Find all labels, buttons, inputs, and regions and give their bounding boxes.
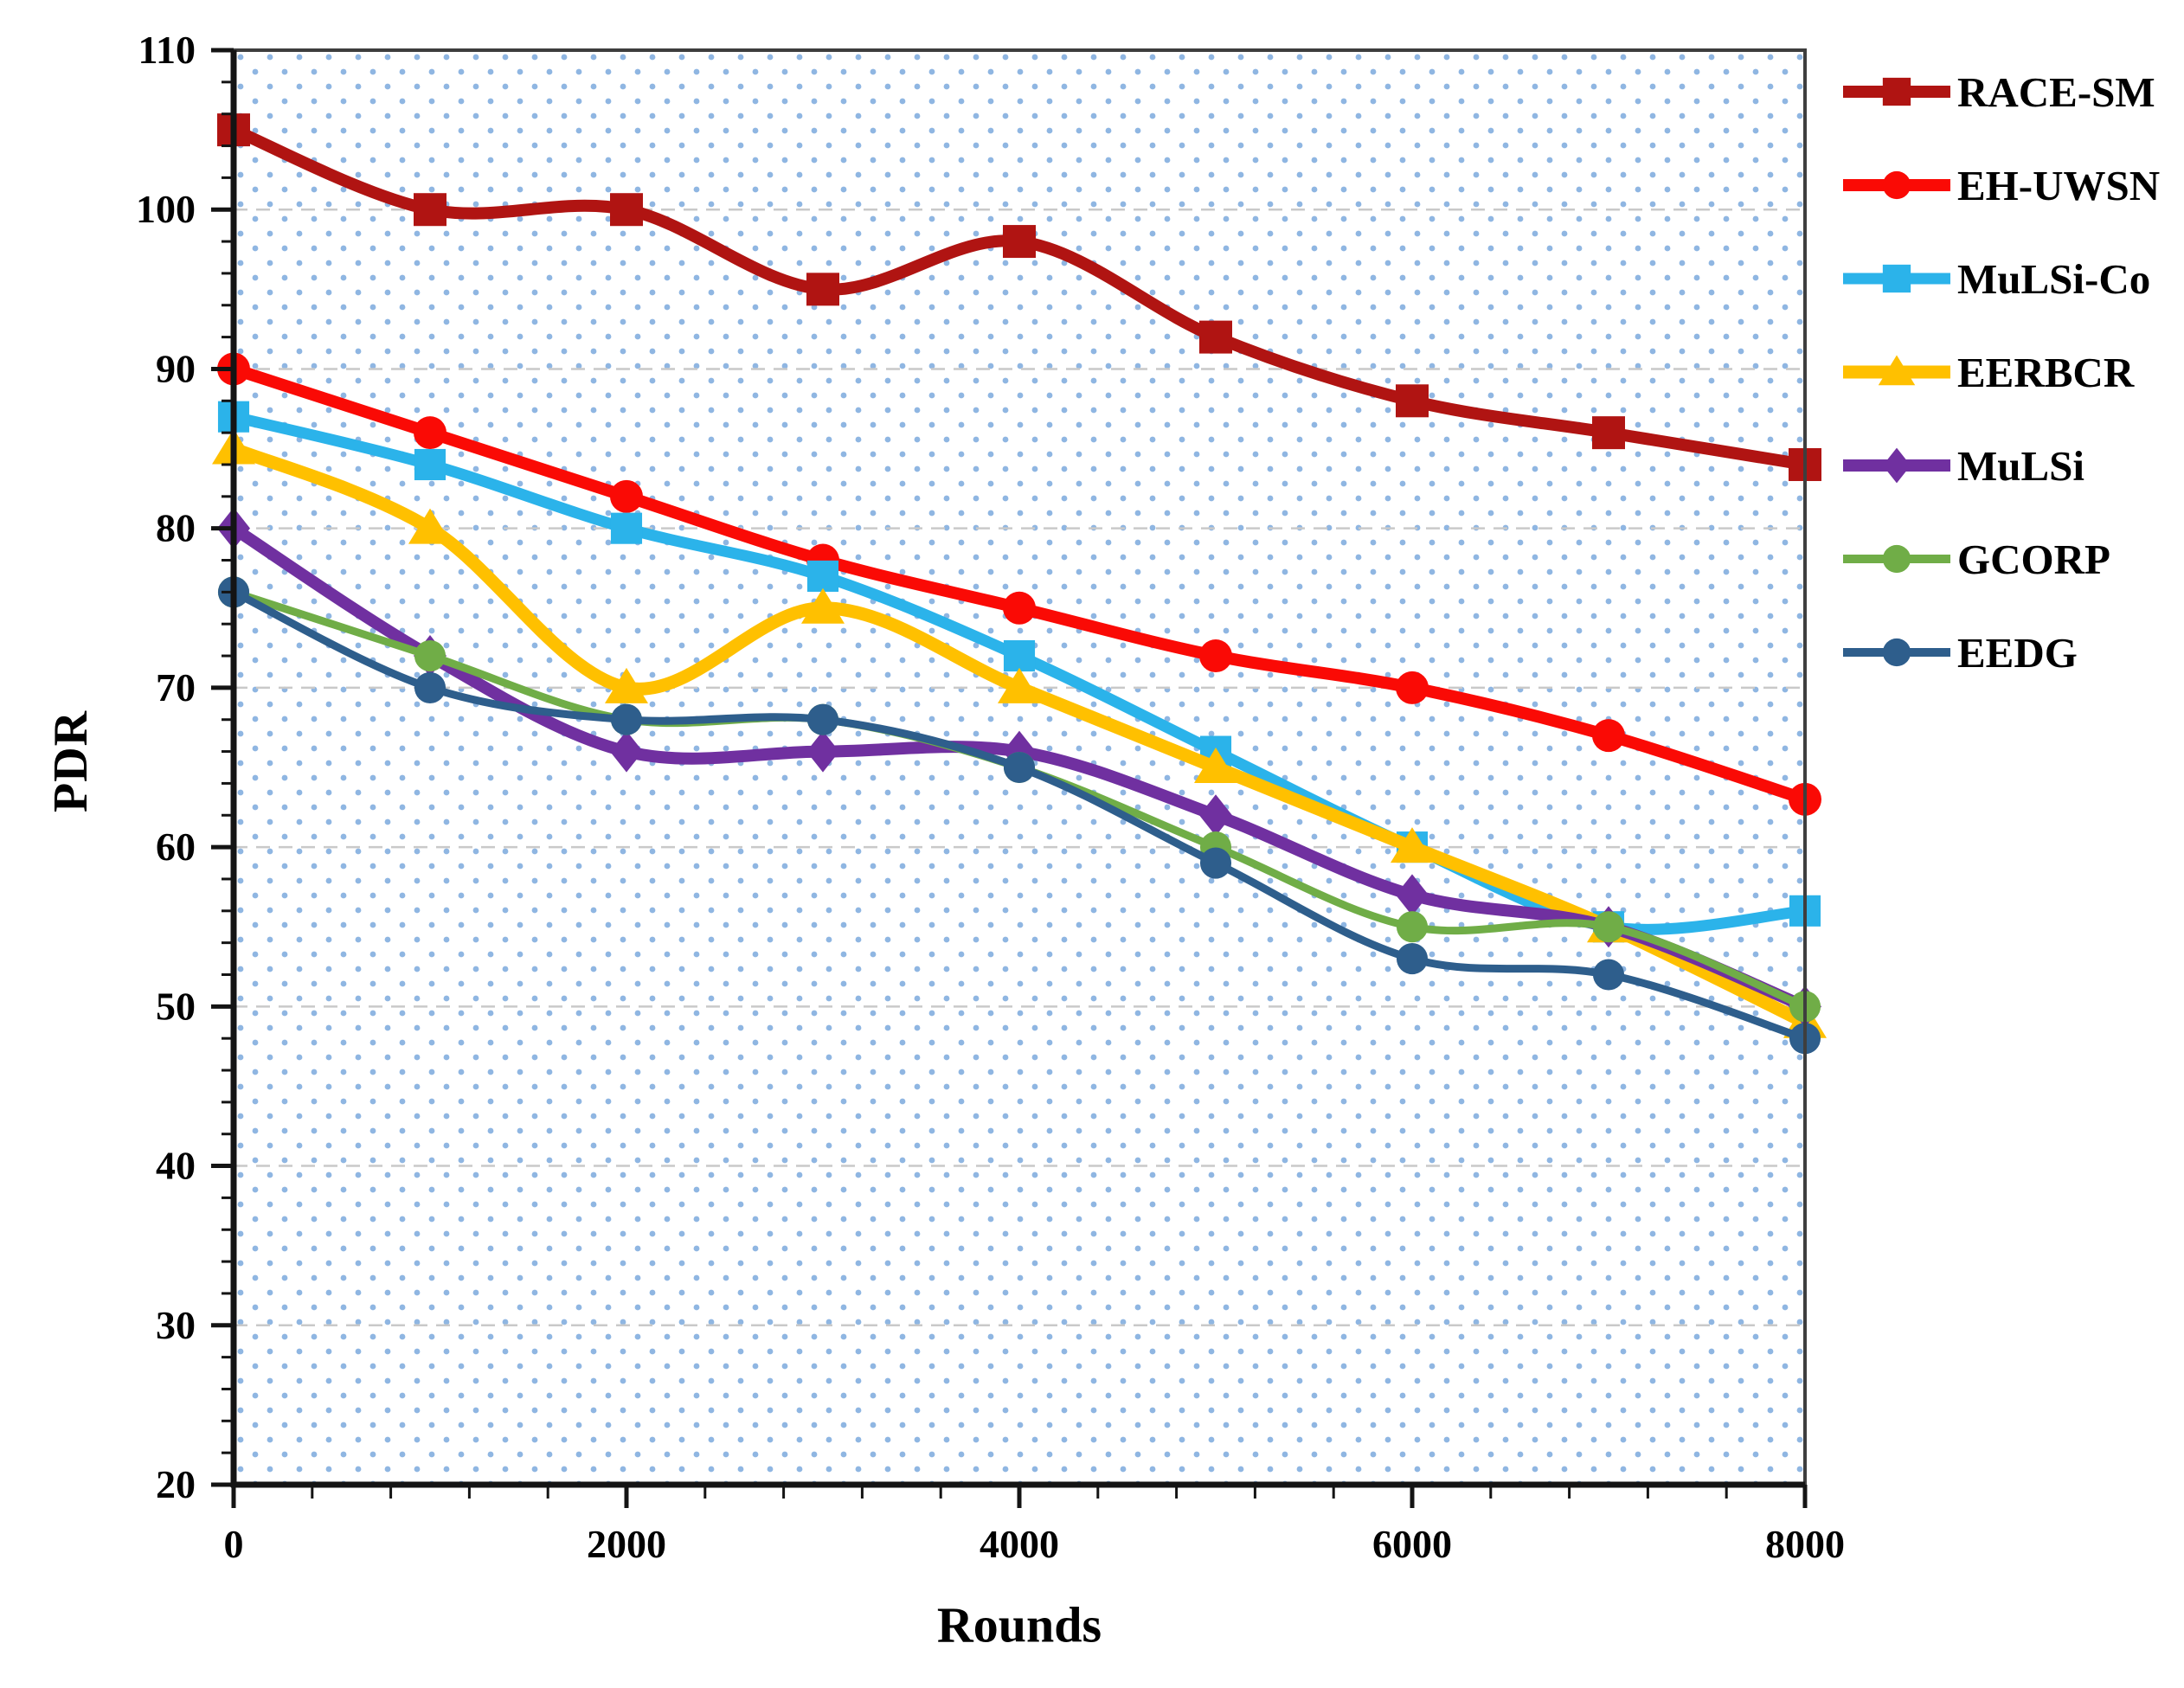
legend-label: MuLSi (1957, 441, 2085, 490)
legend: RACE-SM EH-UWSN MuLSi-Co EERBCR MuLSi GCORP EE… (1841, 45, 2160, 699)
y-tick-label-70: 70 (156, 665, 196, 709)
y-tick-label-40: 40 (156, 1144, 196, 1188)
legend-square-icon (1843, 264, 1950, 293)
legend-label: RACE-SM (1957, 67, 2155, 116)
legend-item-MuLSi: MuLSi (1841, 419, 2160, 512)
y-tick-label-90: 90 (156, 346, 196, 390)
legend-circle-icon (1843, 170, 1950, 200)
legend-label: MuLSi-Co (1957, 254, 2151, 303)
legend-square-icon (1843, 77, 1950, 106)
legend-triangle-icon (1843, 355, 1950, 386)
legend-diamond-icon (1843, 447, 1950, 484)
legend-item-GCORP: GCORP (1841, 512, 2160, 606)
y-tick-label-110: 110 (138, 28, 196, 72)
y-tick-label-50: 50 (156, 984, 196, 1028)
x-tick-label-2000: 2000 (587, 1522, 666, 1566)
x-axis-title: Rounds (936, 1596, 1102, 1653)
legend-label: GCORP (1957, 535, 2110, 583)
y-axis-title: PDR (44, 709, 98, 813)
legend-item-RACE-SM: RACE-SM (1841, 45, 2160, 138)
y-tick-label-30: 30 (156, 1303, 196, 1347)
x-tick-label-4000: 4000 (980, 1522, 1059, 1566)
legend-item-EEDG: EEDG (1841, 606, 2160, 699)
axis-ticks (211, 48, 1808, 1508)
legend-item-EH-UWSN: EH-UWSN (1841, 138, 2160, 232)
series-markers-EEDG (217, 576, 1821, 1055)
x-tick-label-6000: 6000 (1372, 1522, 1452, 1566)
x-tick-label-8000: 8000 (1765, 1522, 1845, 1566)
legend-item-EERBCR: EERBCR (1841, 325, 2160, 419)
legend-circle-icon (1843, 638, 1950, 667)
legend-label: EEDG (1957, 628, 2078, 677)
y-tick-label-100: 100 (136, 187, 196, 231)
legend-label: EH-UWSN (1957, 161, 2161, 209)
legend-circle-icon (1843, 544, 1950, 574)
legend-label: EERBCR (1957, 348, 2135, 396)
legend-item-MuLSi-Co: MuLSi-Co (1841, 232, 2160, 325)
x-tick-label-0: 0 (224, 1522, 244, 1566)
y-tick-label-20: 20 (156, 1462, 196, 1506)
y-tick-label-80: 80 (156, 506, 196, 550)
y-tick-label-60: 60 (156, 825, 196, 869)
